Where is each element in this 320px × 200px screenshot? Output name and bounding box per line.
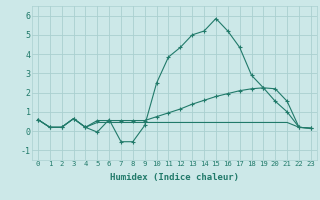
X-axis label: Humidex (Indice chaleur): Humidex (Indice chaleur) [110, 173, 239, 182]
